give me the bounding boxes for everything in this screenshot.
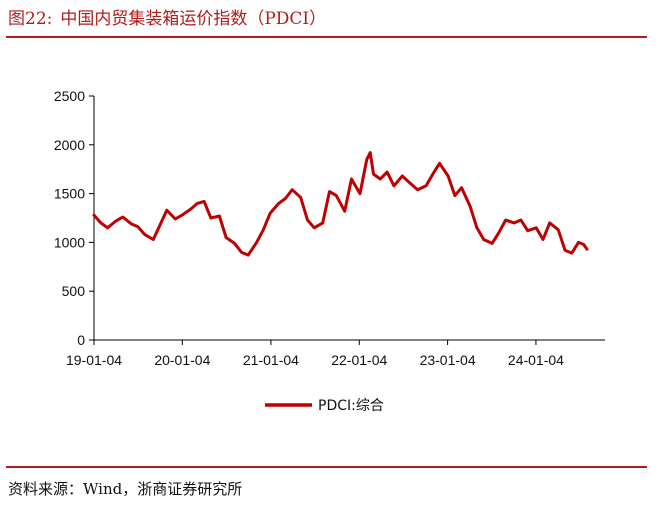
figure-title-text: 中国内贸集装箱运价指数（PDCI）: [60, 9, 327, 29]
source-note: 资料来源：Wind，浙商证券研究所: [8, 480, 243, 498]
legend: PDCI:综合: [265, 398, 384, 414]
y-tick-label: 500: [62, 283, 86, 299]
x-axis: 19-01-04 20-01-04 21-01-04 22-01-04 23-01-04…: [66, 339, 605, 368]
y-tick-label: 1500: [54, 186, 85, 202]
y-tick-label: 0: [77, 332, 85, 348]
x-tick-label: 19-01-04: [66, 352, 122, 368]
series-line-pdci: [92, 151, 589, 257]
source-divider: [6, 466, 647, 468]
figure-title: 图22: 中国内贸集装箱运价指数（PDCI）: [8, 4, 326, 29]
plot-area: [92, 151, 589, 257]
y-axis: 0 500 1000 1500 2000 2500: [54, 88, 95, 348]
y-tick-label: 2500: [54, 88, 85, 104]
x-tick-label: 22-01-04: [331, 352, 387, 368]
y-tick-label: 2000: [54, 137, 85, 153]
x-tick-label: 24-01-04: [508, 352, 564, 368]
legend-label: PDCI:综合: [318, 398, 384, 414]
x-tick-label: 21-01-04: [243, 352, 299, 368]
x-tick-label: 20-01-04: [154, 352, 210, 368]
figure-label: 图22:: [8, 9, 53, 29]
y-tick-label: 1000: [54, 234, 85, 250]
title-divider: [6, 36, 647, 38]
x-tick-label: 23-01-04: [420, 352, 476, 368]
